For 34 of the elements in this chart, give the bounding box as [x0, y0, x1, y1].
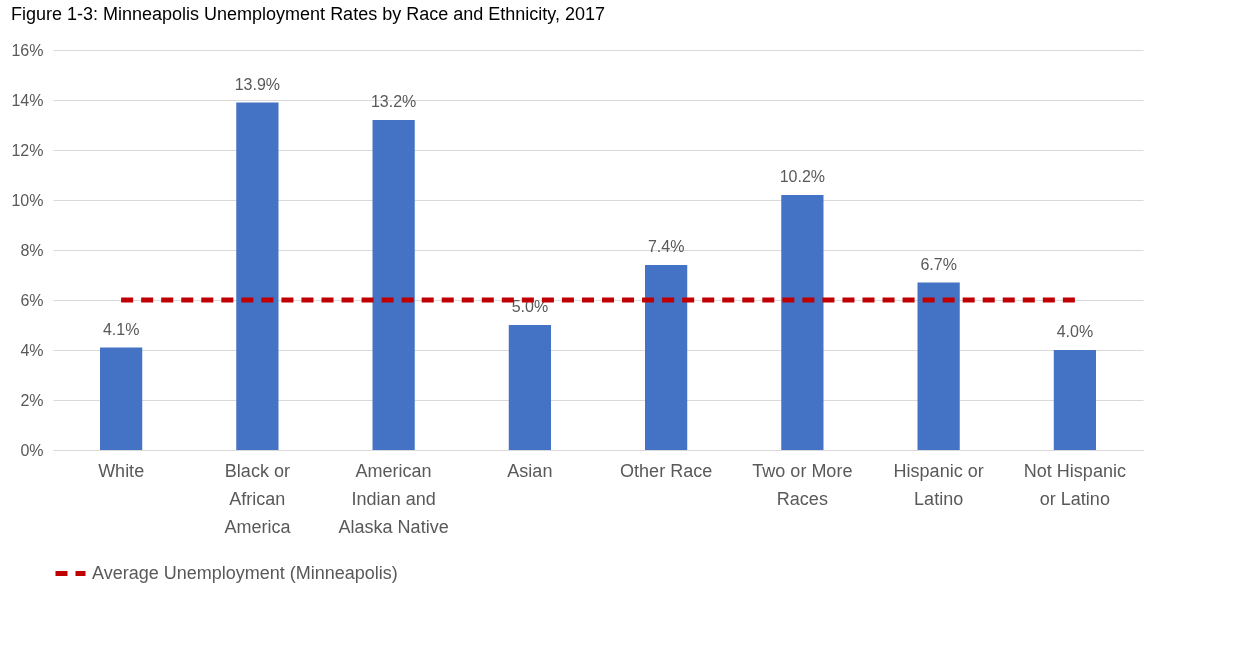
x-tick-label: American Indian and Alaska Native — [338, 460, 449, 537]
data-label: 4.0% — [1056, 323, 1094, 340]
x-tick-label: Two or More Races — [752, 460, 853, 509]
y-tick-label: 4% — [20, 341, 44, 359]
y-tick-label: 8% — [20, 241, 44, 259]
bar — [781, 195, 824, 450]
y-tick-label: 6% — [20, 291, 44, 309]
chart-title: Figure 1-3: Minneapolis Unemployment Rates by Race and Ethnicity, 2017 — [10, 4, 605, 24]
bar — [508, 325, 551, 450]
bar — [1053, 350, 1096, 450]
data-label: 10.2% — [779, 168, 826, 185]
data-label: 7.4% — [647, 238, 685, 255]
bar — [236, 102, 279, 450]
legend-label: Average Unemployment (Minneapolis) — [92, 562, 398, 583]
y-tick-label: 12% — [11, 141, 44, 159]
bar — [917, 282, 960, 450]
x-tick-label: Hispanic or Latino — [893, 460, 984, 509]
x-tick-label: White — [98, 460, 145, 481]
y-tick-label: 2% — [20, 391, 44, 409]
data-label: 13.9% — [234, 75, 281, 93]
data-label: 4.1% — [102, 320, 140, 338]
bar — [100, 347, 143, 450]
bar — [372, 120, 415, 450]
data-label: 6.7% — [920, 255, 957, 273]
x-tick-label: Asian — [507, 460, 553, 481]
y-tick-label: 10% — [11, 191, 44, 209]
x-tick-label: Black or African America — [224, 460, 292, 537]
data-label: 13.2% — [370, 93, 417, 110]
bar — [645, 265, 688, 450]
x-tick-label: Other Race — [620, 460, 713, 481]
y-tick-label: 14% — [11, 91, 44, 109]
x-tick-label: Not Hispanic or Latino — [1023, 460, 1126, 509]
y-tick-label: 0% — [20, 441, 44, 459]
y-tick-label: 16% — [11, 41, 44, 59]
